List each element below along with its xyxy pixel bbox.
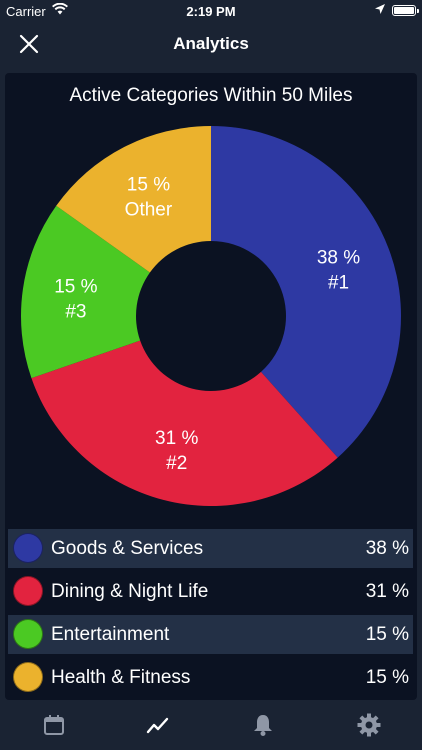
legend-color-dot bbox=[13, 662, 43, 692]
status-bar: Carrier 2:19 PM bbox=[0, 0, 422, 22]
legend-percent-value: 15 % bbox=[365, 624, 409, 645]
legend-category-label: Goods & Services bbox=[51, 538, 204, 559]
calendar-icon[interactable] bbox=[41, 712, 67, 738]
legend-category-label: Dining & Night Life bbox=[51, 581, 209, 602]
slice-percent-label: 15 % bbox=[54, 277, 97, 298]
legend-color-dot bbox=[13, 619, 43, 649]
pie-slice bbox=[211, 126, 401, 458]
page-title: Analytics bbox=[173, 34, 249, 53]
slice-percent-label: 15 % bbox=[127, 175, 170, 196]
pie-slice bbox=[31, 340, 338, 507]
close-icon[interactable] bbox=[18, 33, 40, 55]
slice-percent-label: 31 % bbox=[155, 428, 198, 449]
status-time: 2:19 PM bbox=[186, 4, 236, 19]
legend-row[interactable]: Goods & Services 38 % bbox=[8, 529, 413, 568]
slice-rank-label: Other bbox=[125, 200, 173, 221]
location-arrow-icon bbox=[374, 3, 386, 18]
trend-chart-icon[interactable] bbox=[145, 712, 171, 738]
legend-row[interactable]: Entertainment 15 % bbox=[8, 615, 413, 654]
slice-rank-label: #1 bbox=[328, 272, 349, 293]
donut-chart: 38 % #1 31 % #2 15 % #3 15 % Other bbox=[20, 126, 401, 507]
legend-row[interactable]: Health & Fitness 15 % bbox=[8, 658, 413, 697]
legend-percent-value: 15 % bbox=[365, 667, 409, 688]
analytics-panel: Active Categories Within 50 Miles 38 % #1… bbox=[5, 73, 417, 700]
wifi-icon bbox=[52, 2, 68, 18]
legend-category-label: Entertainment bbox=[51, 624, 170, 645]
carrier-label: Carrier bbox=[6, 4, 46, 19]
pie-slice bbox=[56, 126, 212, 273]
slice-rank-label: #3 bbox=[65, 302, 86, 323]
slice-percent-label: 38 % bbox=[317, 247, 360, 268]
legend-color-dot bbox=[13, 533, 43, 563]
gear-icon[interactable] bbox=[356, 712, 382, 738]
chart-title: Active Categories Within 50 Miles bbox=[69, 85, 353, 106]
pie-slice bbox=[20, 205, 150, 379]
slice-rank-label: #2 bbox=[166, 453, 187, 474]
tab-bar bbox=[0, 700, 422, 750]
battery-icon bbox=[392, 5, 419, 16]
legend-percent-value: 38 % bbox=[365, 538, 409, 559]
bell-icon[interactable] bbox=[250, 712, 276, 738]
legend-percent-value: 31 % bbox=[365, 581, 409, 602]
legend-row[interactable]: Dining & Night Life 31 % bbox=[8, 572, 413, 611]
legend-category-label: Health & Fitness bbox=[51, 667, 191, 688]
nav-bar: Analytics bbox=[0, 22, 422, 66]
legend-color-dot bbox=[13, 576, 43, 606]
